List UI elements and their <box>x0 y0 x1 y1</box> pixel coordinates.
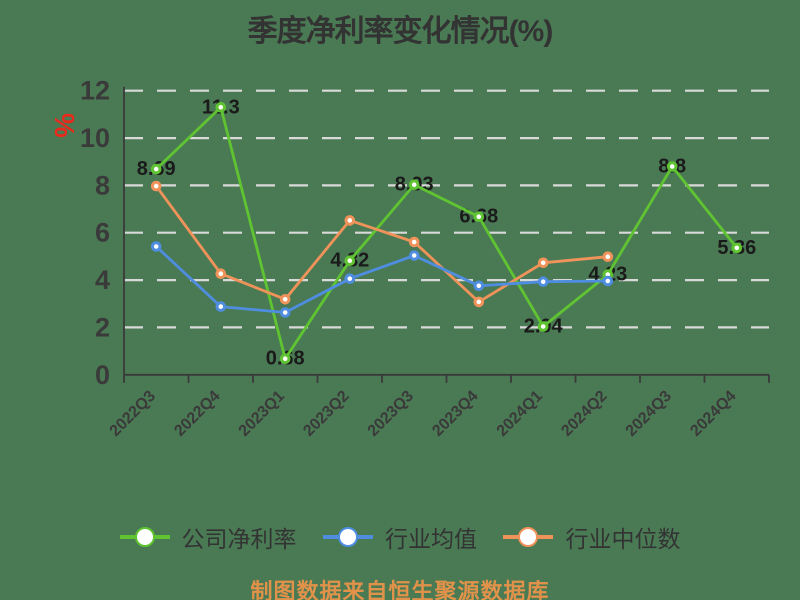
svg-text:12: 12 <box>80 76 110 106</box>
svg-text:2024Q1: 2024Q1 <box>494 388 546 440</box>
svg-text:6: 6 <box>95 218 110 248</box>
svg-text:2022Q4: 2022Q4 <box>171 388 223 440</box>
svg-text:2023Q2: 2023Q2 <box>300 388 352 440</box>
svg-text:8: 8 <box>95 170 110 200</box>
svg-text:2: 2 <box>95 312 110 342</box>
svg-text:2024Q2: 2024Q2 <box>558 388 610 440</box>
svg-text:0: 0 <box>95 360 110 390</box>
svg-text:10: 10 <box>80 123 110 153</box>
svg-text:2022Q3: 2022Q3 <box>107 388 159 440</box>
svg-text:2023Q4: 2023Q4 <box>429 388 481 440</box>
svg-text:2024Q3: 2024Q3 <box>623 388 675 440</box>
svg-text:2024Q4: 2024Q4 <box>687 388 739 440</box>
svg-text:2023Q3: 2023Q3 <box>365 388 417 440</box>
svg-text:4: 4 <box>95 265 110 295</box>
svg-text:2023Q1: 2023Q1 <box>236 388 288 440</box>
